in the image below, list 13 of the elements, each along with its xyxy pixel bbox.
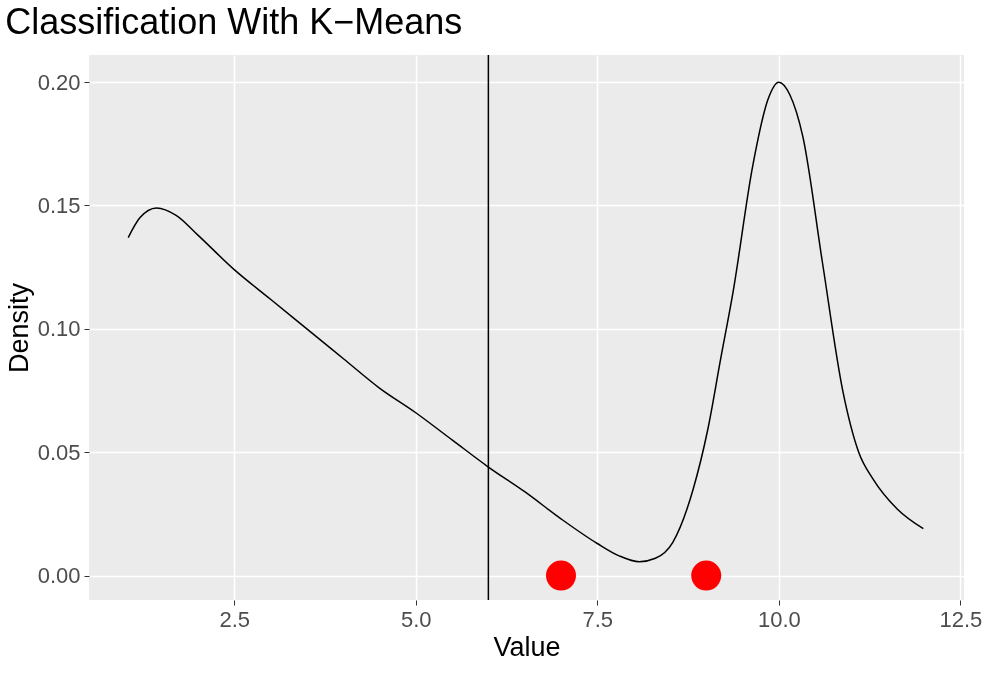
y-tick-label: 0.20 — [37, 69, 81, 95]
y-tick-label: 0.05 — [37, 439, 81, 465]
y-axis-title: Density — [3, 282, 34, 374]
x-tick-label: 7.5 — [582, 606, 614, 632]
y-tick-label: 0.00 — [37, 563, 81, 589]
x-tick-label: 12.5 — [939, 606, 983, 632]
x-axis-title: Value — [493, 631, 561, 662]
y-tick-label: 0.15 — [37, 193, 81, 218]
y-tick-label: 0.10 — [37, 316, 81, 342]
x-tick-label: 5.0 — [400, 606, 432, 632]
x-tick-label: 10.0 — [757, 606, 801, 632]
chart-title: Classification With K−Means — [5, 1, 463, 43]
x-tick-label: 2.5 — [219, 606, 251, 632]
